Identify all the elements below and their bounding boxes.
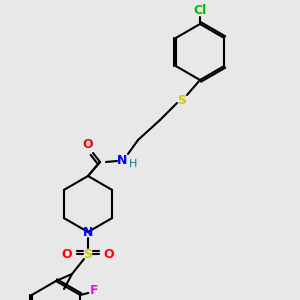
Text: O: O <box>104 248 114 260</box>
Text: O: O <box>62 248 72 260</box>
Text: Cl: Cl <box>194 4 207 16</box>
Text: S: S <box>178 94 187 106</box>
Text: H: H <box>129 159 137 169</box>
Text: F: F <box>90 284 98 298</box>
Text: N: N <box>83 226 93 238</box>
Text: O: O <box>83 137 93 151</box>
Text: N: N <box>117 154 127 166</box>
Text: S: S <box>83 248 92 260</box>
